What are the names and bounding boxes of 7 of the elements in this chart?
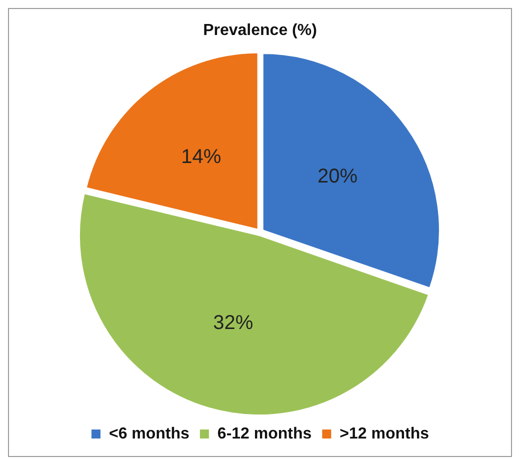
data-label: 32% — [213, 312, 254, 334]
legend-label: 6-12 months — [217, 425, 312, 442]
data-label: 20% — [318, 165, 358, 188]
legend-label: >12 months — [340, 425, 430, 442]
data-label: 14% — [181, 146, 222, 168]
chart-title: Prevalence (%) — [203, 22, 317, 40]
legend-label: <6 months — [108, 425, 190, 442]
